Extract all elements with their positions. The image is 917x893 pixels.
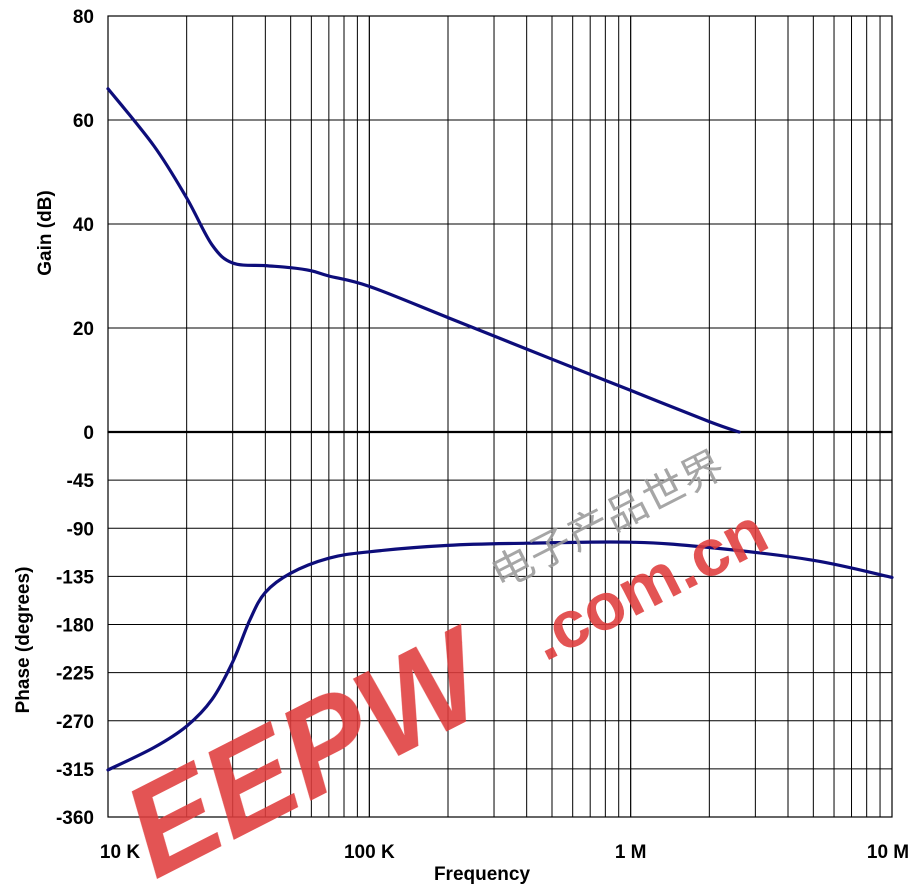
phase-tick-label: -45 [67, 471, 95, 492]
x-tick-label: 10 M [867, 842, 909, 863]
gain-tick-label: 40 [73, 215, 94, 236]
phase-tick-label: -270 [56, 712, 94, 733]
curves [106, 87, 894, 772]
phase-tick-label: 0 [83, 423, 94, 444]
x-tick-label: 10 K [100, 842, 140, 863]
phase-tick-label: -90 [67, 519, 94, 540]
gain-tick-label: 60 [73, 111, 94, 132]
x-tick-label: 100 K [344, 842, 395, 863]
gain-tick-label: 80 [73, 7, 94, 28]
gain-tick-label: 20 [73, 319, 94, 340]
phase-tick-label: -180 [56, 616, 94, 637]
phase-tick-label: -135 [56, 567, 94, 588]
phase-tick-label: -360 [56, 808, 94, 829]
x-tick-label: 1 M [615, 842, 647, 863]
watermark-logo-text: EEPW [101, 598, 514, 893]
phase-tick-label: -225 [56, 664, 94, 685]
frequency-axis-title: Frequency [434, 864, 531, 885]
phase-tick-label: -315 [56, 760, 94, 781]
grid-lines [107, 15, 893, 818]
tick-labels: 80 60 40 20 0 -45 -90 -135 -180 -225 -270 -315 -360 1… [56, 7, 909, 863]
phase-axis-title: Phase (degrees) [13, 567, 34, 714]
gain-axis-title: Gain (dB) [35, 190, 56, 276]
plot-frame [107, 15, 893, 818]
gain-curve [106, 87, 741, 434]
phase-curve [106, 540, 894, 772]
eepw-watermark: EEPW .com.cn 电子产品世界 [101, 442, 778, 893]
